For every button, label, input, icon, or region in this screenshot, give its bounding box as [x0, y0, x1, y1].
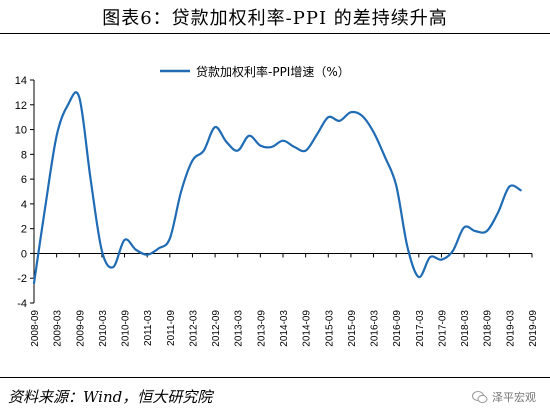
wechat-icon: [472, 391, 488, 404]
x-tick-label: 2017-09: [437, 310, 448, 347]
x-tick-label: 2013-09: [256, 310, 267, 347]
line-chart: -4 -2 0 2 4 6 8 10 12 14 2008-09 2009-03 2009-09 2010…: [15, 64, 539, 347]
y-tick-label: 14: [15, 75, 27, 87]
x-tick-label: 2009-09: [75, 310, 86, 347]
y-tick-label: 8: [21, 149, 27, 161]
x-tick-label: 2015-09: [347, 310, 358, 347]
x-tick-label: 2010-03: [98, 310, 109, 347]
x-tick-label: 2008-09: [30, 310, 41, 347]
x-tick-label: 2018-03: [460, 310, 471, 347]
x-tick-label: 2018-09: [483, 310, 494, 347]
x-tick-label: 2014-03: [279, 310, 290, 347]
y-tick-label: 12: [15, 100, 27, 112]
y-tick-label: -2: [17, 273, 27, 285]
x-tick-label: 2011-09: [166, 310, 177, 346]
x-tick-label: 2011-03: [143, 310, 154, 346]
y-tick-label: 6: [21, 174, 27, 186]
x-tick-label: 2009-03: [53, 310, 64, 347]
y-tick-label: 4: [21, 199, 27, 211]
watermark-text: 泽平宏观: [492, 391, 536, 404]
figure-title: 图表6：贷款加权利率-PPI 的差持续升高: [102, 8, 448, 29]
chart-footer: 资料来源：Wind，恒大研究院 泽平宏观: [0, 379, 550, 415]
x-tick-label: 2015-03: [324, 310, 335, 347]
x-tick-label: 2012-03: [188, 310, 199, 347]
y-tick-label: 2: [21, 224, 27, 236]
x-tick-label: 2016-03: [370, 310, 381, 347]
watermark: 泽平宏观: [472, 389, 536, 405]
y-tick-label: 0: [21, 248, 27, 260]
y-tick-label: -4: [17, 298, 27, 310]
x-tick-label: 2010-09: [121, 310, 132, 347]
x-tick-label: 2013-03: [234, 310, 245, 347]
x-tick-label: 2016-09: [392, 310, 403, 347]
x-tick-label: 2012-09: [211, 310, 222, 347]
top-rule: [0, 33, 550, 34]
x-tick-label: 2019-09: [528, 310, 539, 347]
x-tick-label: 2014-09: [302, 310, 313, 347]
series-line: [32, 91, 522, 285]
y-tick-label: 10: [15, 125, 27, 137]
x-tick-label: 2017-03: [415, 310, 426, 347]
bottom-rule: [0, 377, 550, 378]
x-tick-label: 2019-03: [505, 310, 516, 347]
legend-label: 贷款加权利率-PPI增速（%）: [196, 64, 350, 79]
source-note: 资料来源：Wind，恒大研究院: [8, 388, 213, 406]
chart-header: 图表6：贷款加权利率-PPI 的差持续升高: [0, 0, 550, 34]
